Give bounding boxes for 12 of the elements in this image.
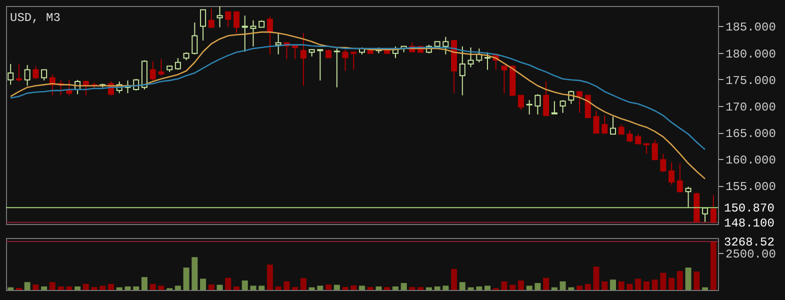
y-tick-label: 175.000: [726, 74, 776, 88]
ref-line-label: 148.100: [724, 216, 774, 230]
y-tick-label: 155.000: [726, 180, 776, 194]
chart-title: USD, M3: [10, 11, 60, 25]
y-tick-label: 180.000: [726, 47, 776, 62]
ref-line-label: 3268.52: [724, 235, 774, 250]
y-tick-label: 165.000: [726, 127, 776, 142]
ref-line-label: 150.870: [724, 202, 774, 216]
y-tick-label: 185.000: [726, 20, 776, 35]
y-tick-label: 170.000: [726, 100, 776, 114]
y-tick-label: 160.000: [726, 154, 776, 168]
y-tick-label: 2500.00: [726, 247, 776, 262]
